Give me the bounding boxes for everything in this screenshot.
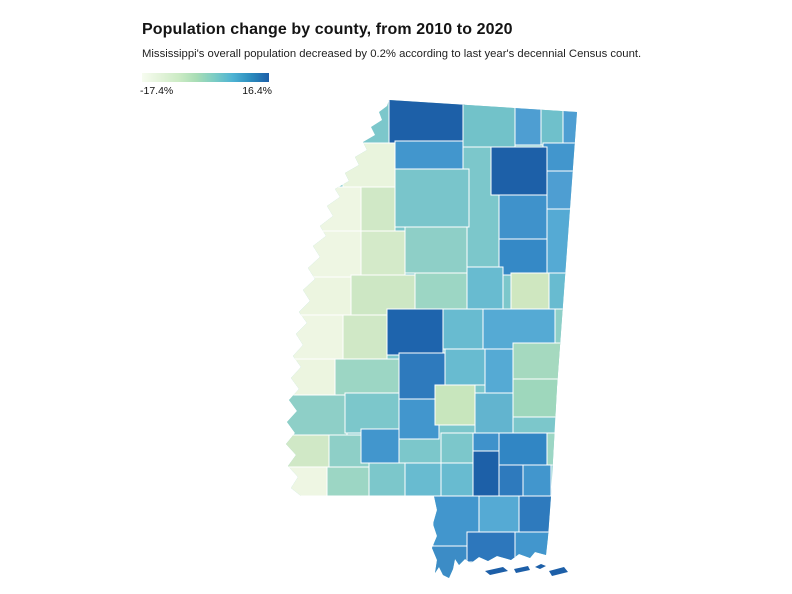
county-grenada	[404, 226, 468, 274]
county-calhoun	[498, 194, 548, 240]
county-monroe	[546, 208, 577, 274]
county-simpson	[398, 398, 440, 440]
county-tallahatchie	[360, 230, 406, 276]
county-panola	[394, 168, 470, 228]
county-holmes	[342, 314, 388, 360]
county-warren	[286, 394, 348, 436]
county-coahoma	[312, 186, 362, 232]
chart-subtitle: Mississippi's overall population decreas…	[142, 48, 642, 60]
county-issaquena	[286, 358, 336, 400]
county-marion	[440, 462, 474, 497]
county-tate	[394, 140, 464, 170]
county-copiah	[360, 428, 400, 464]
county-perry	[522, 464, 552, 497]
county-jeff-davis	[440, 432, 474, 466]
county-sunflower	[294, 276, 352, 318]
county-choctaw	[466, 266, 504, 312]
chart-title: Population change by county, from 2010 t…	[142, 21, 513, 38]
county-union	[542, 142, 577, 172]
county-bolivar	[302, 230, 362, 278]
legend-max-label: 16.4%	[242, 85, 272, 97]
county-marshall	[462, 100, 516, 148]
county-leake	[442, 308, 484, 350]
county-tippah	[540, 100, 564, 146]
county-hinds	[344, 392, 400, 434]
county-franklin	[326, 466, 370, 497]
county-newton	[484, 348, 514, 394]
county-oktibbeha	[498, 238, 548, 276]
legend-min-label: -17.4%	[140, 85, 174, 97]
county-clarke	[512, 342, 577, 380]
county-kemper	[510, 272, 550, 310]
county-yazoo	[334, 358, 400, 396]
barrier-island-4	[549, 567, 568, 576]
county-lafayette	[490, 146, 548, 196]
barrier-island-2	[514, 566, 530, 573]
legend-labels: -17.4% 16.4%	[140, 85, 272, 97]
barrier-island-1	[485, 567, 508, 575]
county-george	[518, 495, 577, 535]
barrier-island-3	[535, 564, 546, 569]
county-jackson	[514, 531, 577, 563]
county-hancock	[430, 545, 470, 578]
county-smith	[434, 384, 476, 426]
county-benton	[514, 100, 542, 146]
county-lowndes	[548, 272, 577, 314]
county-madison	[386, 308, 444, 356]
county-jefferson	[286, 466, 328, 497]
county-greene	[546, 432, 577, 466]
county-alcorn	[562, 100, 577, 144]
mississippi-choropleth-map	[286, 100, 577, 578]
county-scott	[444, 348, 486, 386]
county-pontotoc	[546, 170, 577, 210]
county-covington	[472, 432, 500, 452]
county-neshoba	[482, 308, 556, 350]
county-tunica	[342, 142, 396, 188]
county-washington	[286, 314, 344, 362]
legend-gradient-bar	[142, 73, 269, 82]
county-jones	[498, 432, 550, 468]
county-lawrence	[368, 462, 406, 497]
county-claiborne	[286, 434, 330, 468]
chart-header: Population change by county, from 2010 t…	[140, 21, 642, 97]
county-pike	[404, 462, 442, 497]
county-lauderdale	[554, 308, 577, 346]
county-harrison	[466, 531, 516, 563]
county-lamar	[472, 450, 500, 497]
county-stone	[478, 495, 520, 535]
county-wayne	[512, 378, 577, 418]
county-forrest	[498, 464, 524, 497]
county-desoto	[388, 100, 466, 144]
county-jasper	[474, 392, 514, 434]
county-quitman	[360, 186, 396, 232]
color-legend: -17.4% 16.4%	[140, 73, 272, 97]
